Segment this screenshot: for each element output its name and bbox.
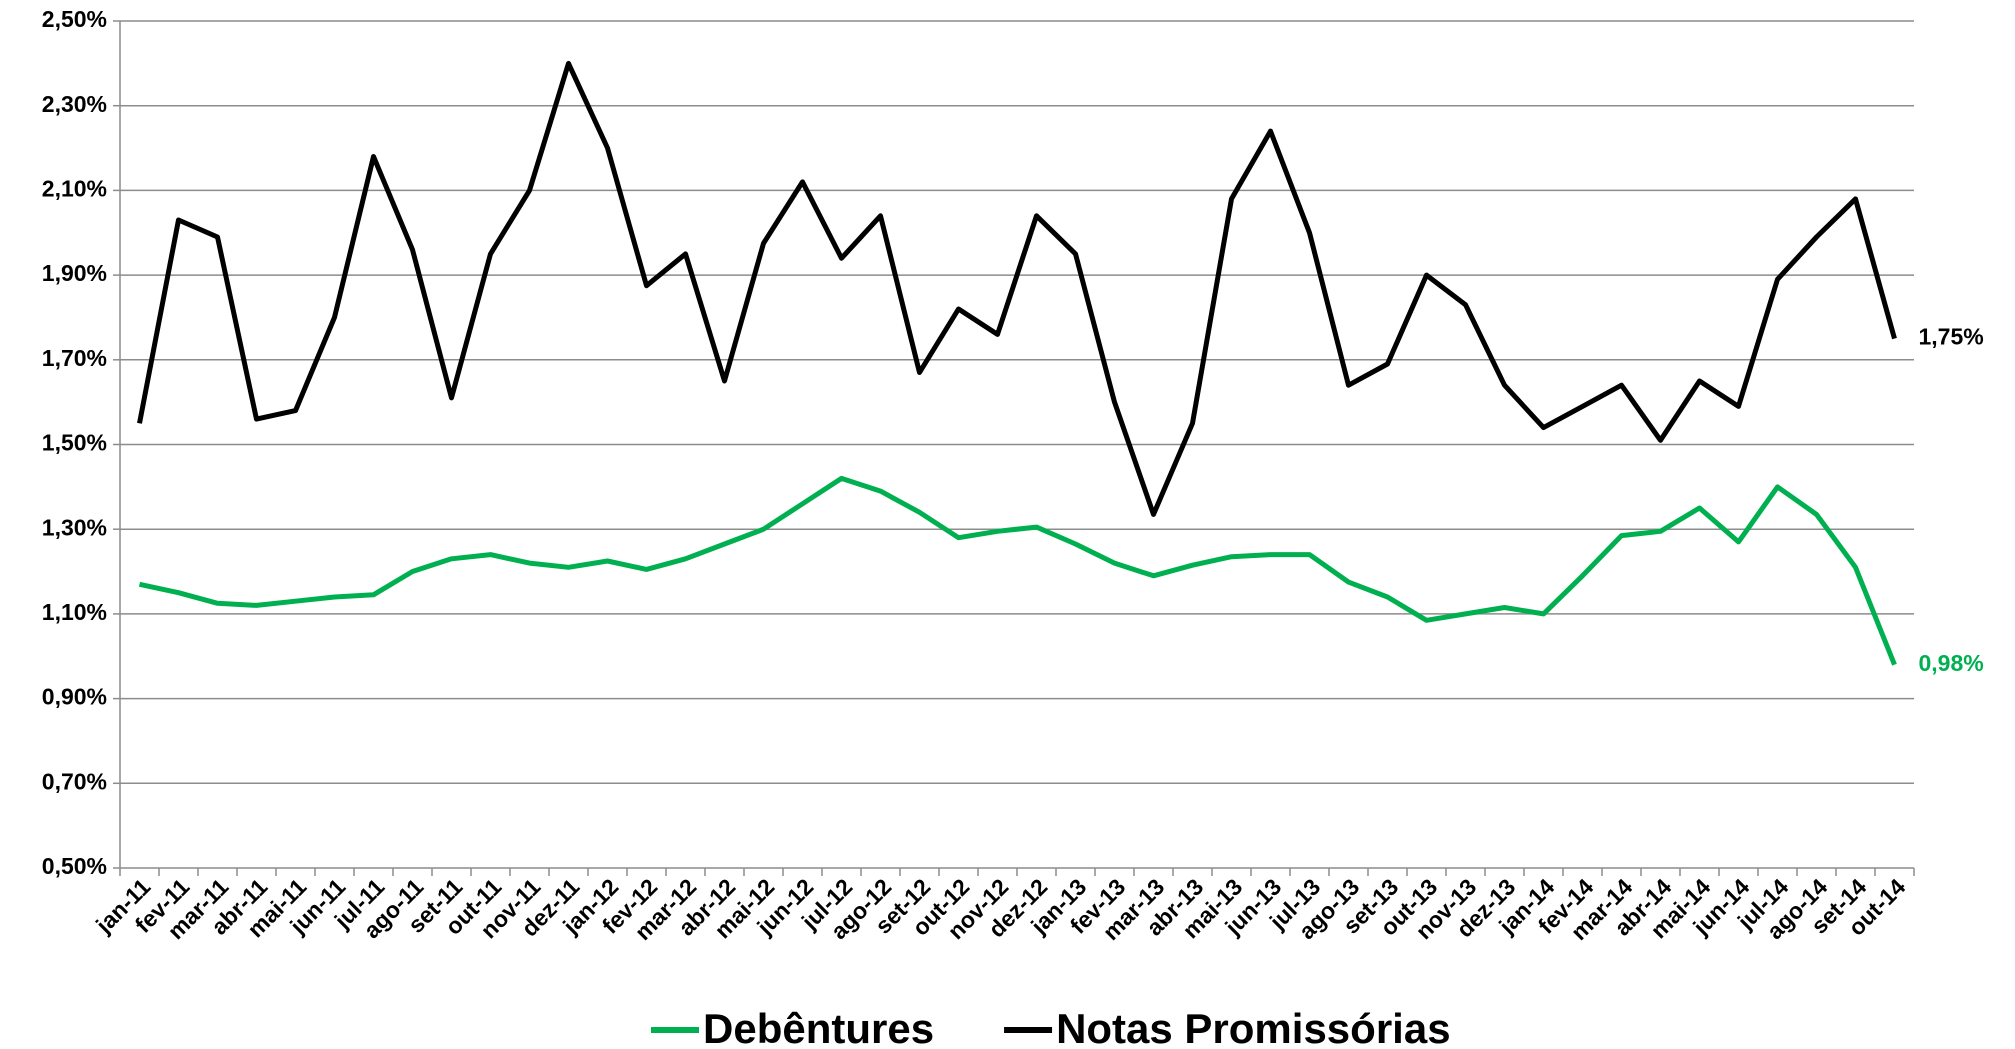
legend: Debêntures Notas Promissórias — [651, 1005, 1451, 1049]
y-tick-label: 1,30% — [42, 514, 107, 540]
y-tick-label: 0,70% — [42, 768, 107, 794]
y-tick-label: 1,70% — [42, 345, 107, 371]
y-tick-label: 1,10% — [42, 599, 107, 625]
y-tick-label: 2,30% — [42, 91, 107, 117]
data-label: 0,98% — [1919, 650, 1984, 676]
y-tick-label: 2,50% — [42, 6, 107, 32]
y-tick-label: 2,10% — [42, 175, 107, 201]
data-label: 1,75% — [1919, 324, 1984, 350]
y-tick-label: 1,50% — [42, 430, 107, 456]
legend-label: Notas Promissórias — [1056, 1005, 1451, 1049]
y-tick-label: 0,50% — [42, 853, 107, 879]
series-line — [138, 475, 1897, 666]
y-tick-label: 0,90% — [42, 684, 107, 710]
y-tick-label: 1,90% — [42, 260, 107, 286]
series-line — [137, 60, 1897, 517]
legend-label: Debêntures — [703, 1005, 934, 1049]
